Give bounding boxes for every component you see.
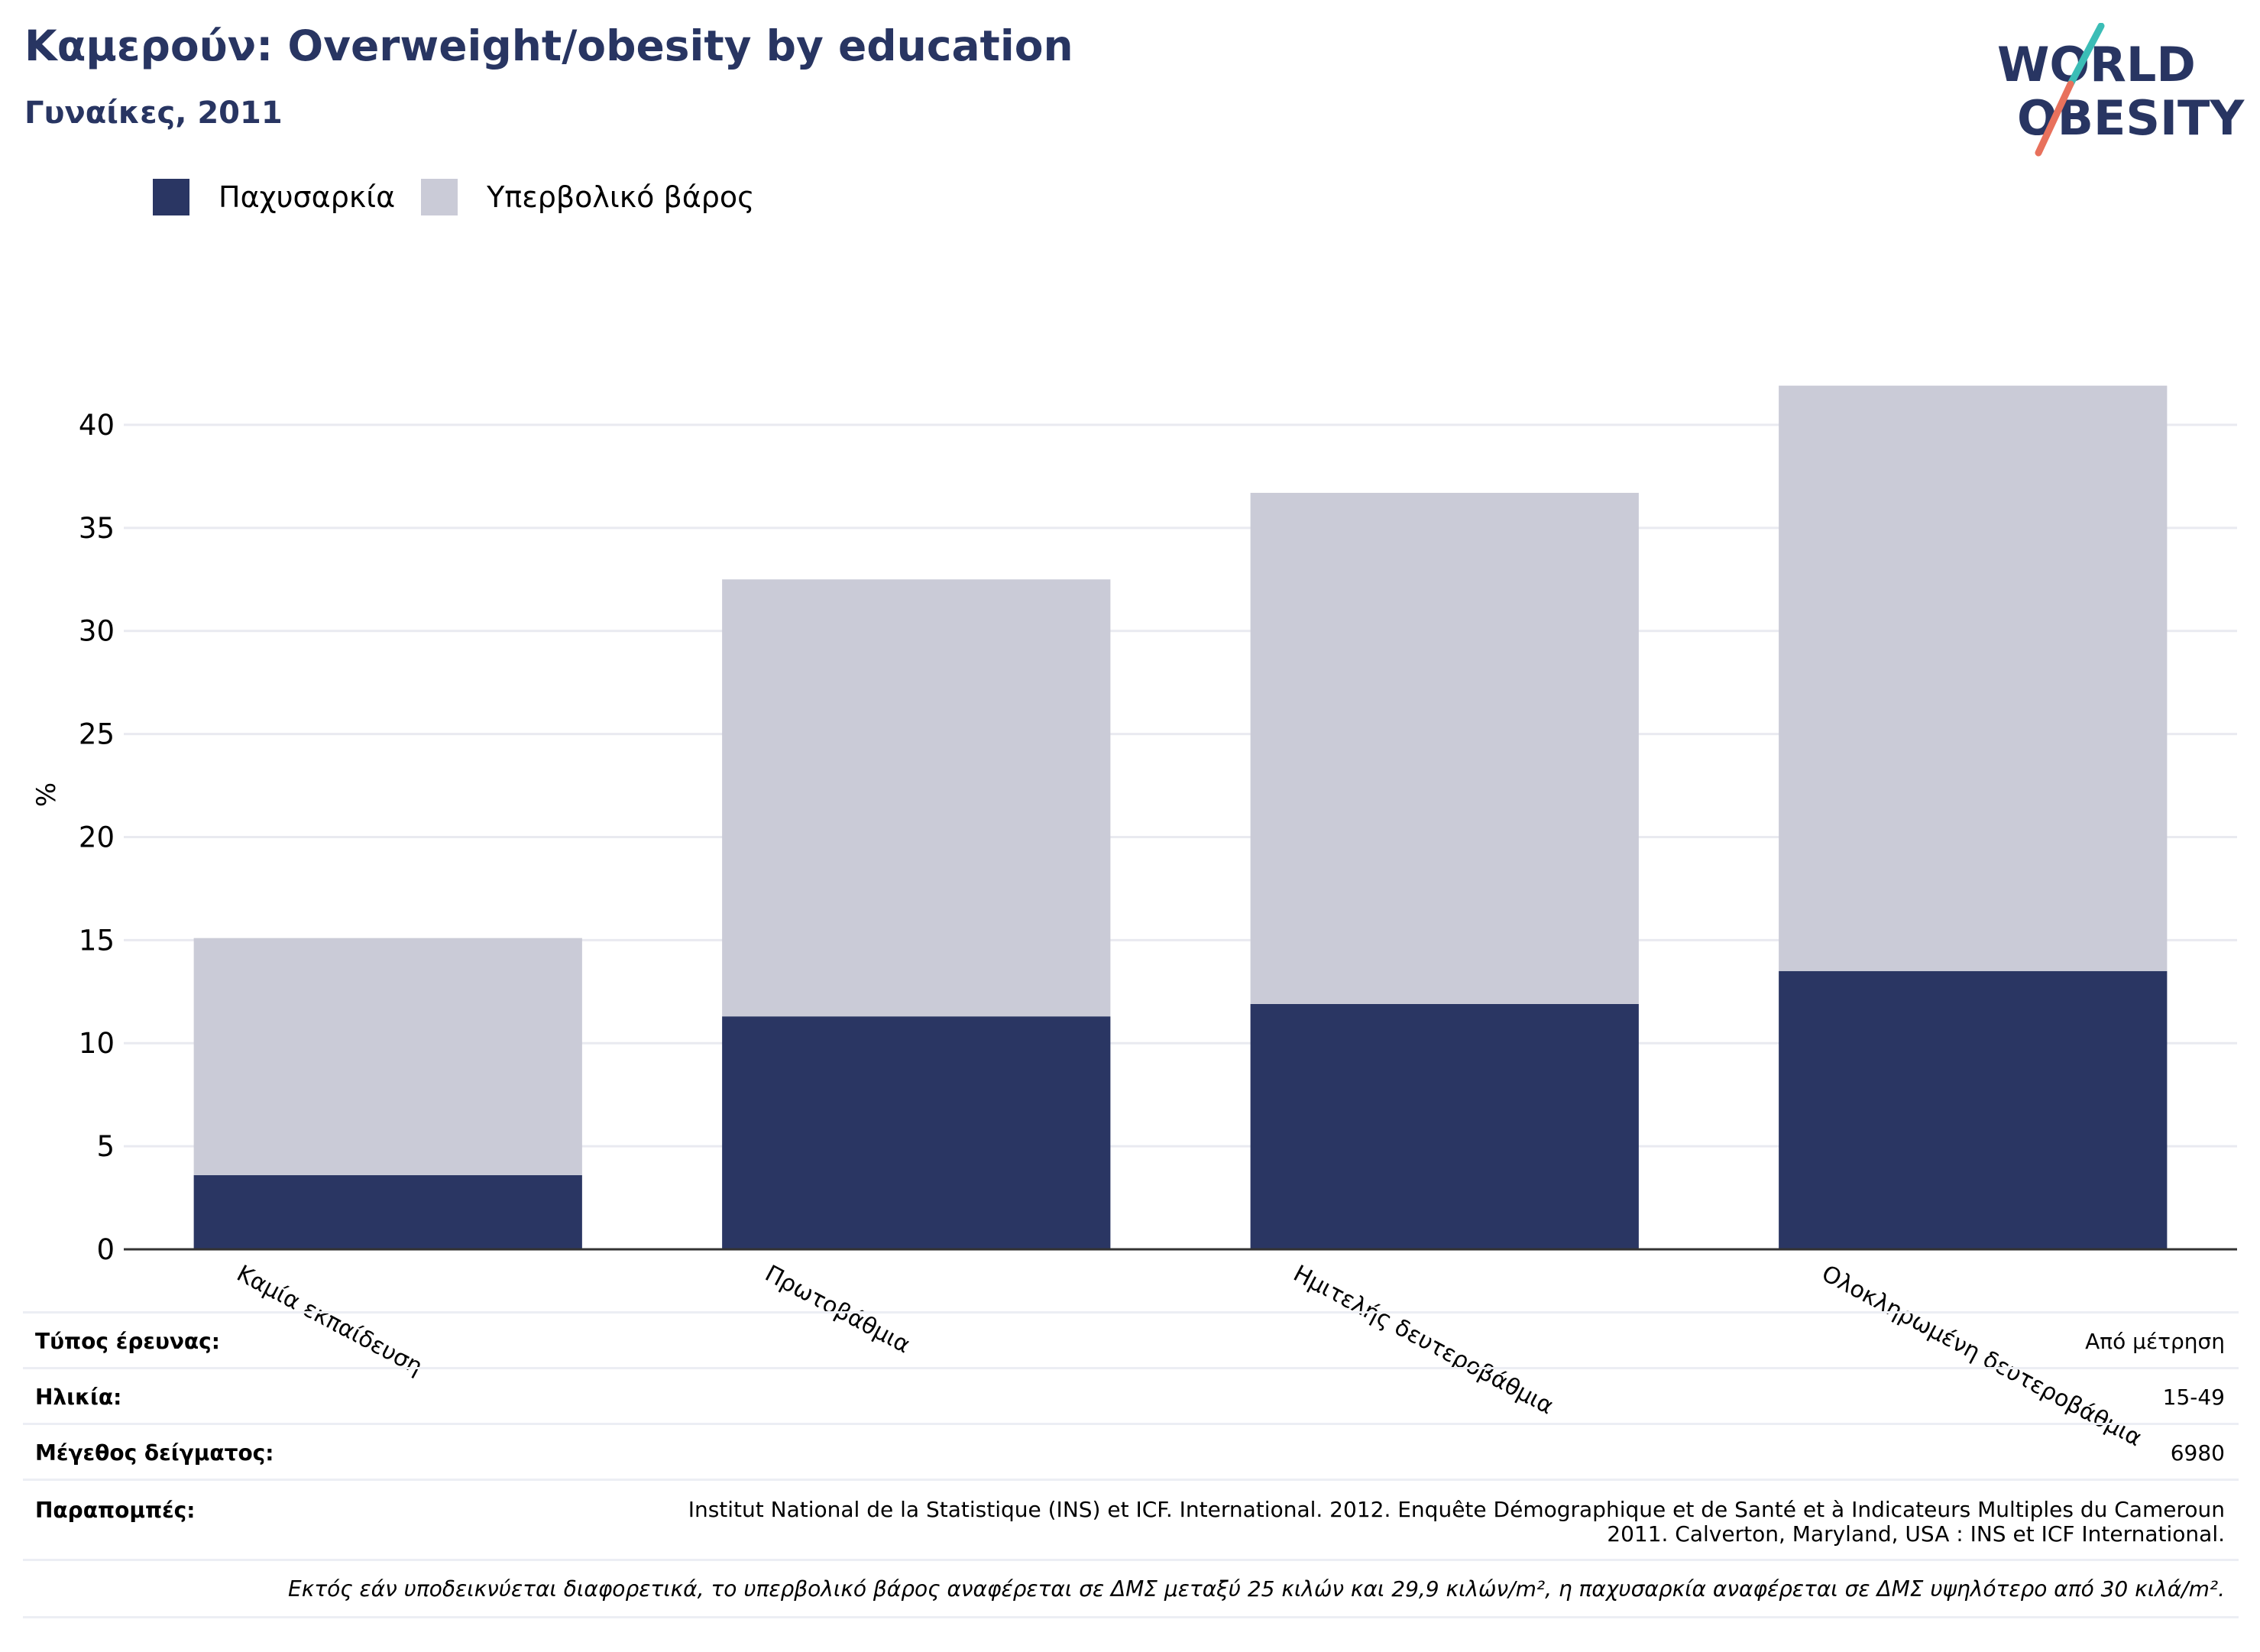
logo-text-world: WORLD [1997,37,2196,92]
logo-slash-teal [2067,23,2105,88]
y-tick-label: 15 [79,924,115,957]
bar-overweight [722,579,1111,1017]
references-row: Παραπομπές: Institut National de la Stat… [23,1479,2239,1559]
bar-overweight [1250,492,1639,1004]
y-tick-label: 5 [96,1130,115,1163]
legend-label-overweight: Υπερβολικό βάρος [487,180,755,214]
bar-obesity [193,1174,582,1249]
y-axis-label: % [31,782,62,807]
legend-item-obesity[interactable]: Παχυσαρκία [153,179,395,215]
chart-subtitle: Γυναίκες, 2011 [24,96,283,131]
references-value: Institut National de la Statistique (INS… [688,1497,2225,1547]
legend-swatch-overweight [421,179,458,215]
bmi-definition-note: Εκτός εάν υποδεικνύεται διαφορετικά, το … [288,1576,2225,1602]
legend-item-overweight[interactable]: Υπερβολικό βάρος [421,179,754,215]
y-tick-label: 35 [79,512,115,545]
legend-label-obesity: Παχυσαρκία [219,180,396,214]
references-label: Παραπομπές: [35,1498,196,1523]
age-value: 15-49 [2162,1385,2225,1410]
y-tick-label: 0 [96,1233,115,1266]
chart-title: Καμερούν: Overweight/obesity by educatio… [24,21,1073,70]
legend-swatch-obesity [153,179,189,215]
bar-overweight [193,938,582,1175]
age-row: Ηλικία: 15-49 [23,1367,2239,1423]
bar-obesity [722,1016,1111,1249]
sample-size-label: Μέγεθος δείγματος: [35,1440,274,1466]
survey-type-label: Τύπος έρευνας: [35,1329,220,1354]
survey-type-row: Τύπος έρευνας: Από μέτρηση [23,1311,2239,1367]
world-obesity-logo: WORLD OBESITY [1997,23,2245,157]
y-tick-label: 40 [79,409,115,442]
bar-obesity [1779,970,2168,1249]
y-tick-label: 20 [79,821,115,854]
bar-obesity [1250,1003,1639,1249]
logo-slash-coral [2035,80,2074,157]
sample-size-value: 6980 [2170,1440,2225,1466]
age-label: Ηλικία: [35,1385,122,1410]
sample-size-row: Μέγεθος δείγματος: 6980 [23,1423,2239,1479]
bar-overweight [1779,385,2168,971]
y-tick-label: 25 [79,718,115,751]
survey-type-value: Από μέτρηση [2085,1329,2225,1354]
note-row: Εκτός εάν υποδεικνύεται διαφορετικά, το … [23,1559,2239,1618]
y-tick-label: 30 [79,615,115,648]
survey-info-table: Τύπος έρευνας: Από μέτρηση Ηλικία: 15-49… [23,1311,2239,1618]
y-tick-label: 10 [79,1027,115,1060]
chart-legend: Παχυσαρκία Υπερβολικό βάρος [153,177,780,217]
